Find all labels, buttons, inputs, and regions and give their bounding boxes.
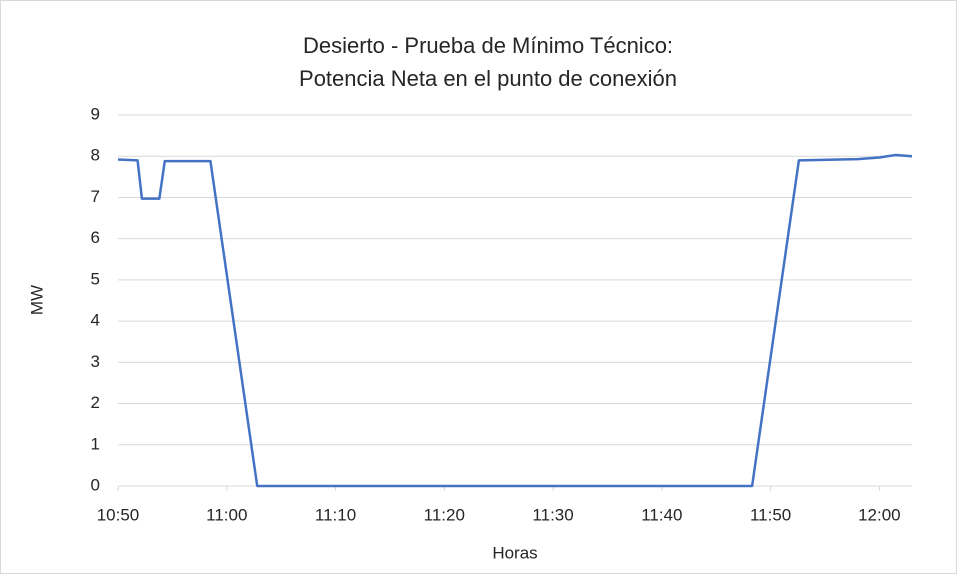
y-tick-label: 8 xyxy=(91,146,100,165)
x-tick-label: 11:50 xyxy=(750,505,791,524)
y-tick-label: 2 xyxy=(91,393,100,412)
x-tick-label: 11:30 xyxy=(532,505,573,524)
y-tick-label: 3 xyxy=(91,352,100,371)
chart-title: Potencia Neta en el punto de conexión xyxy=(299,66,677,91)
y-tick-label: 6 xyxy=(91,228,100,247)
x-tick-label: 11:00 xyxy=(206,505,247,524)
x-axis-label: Horas xyxy=(492,543,537,562)
y-tick-label: 1 xyxy=(91,434,100,453)
data-line xyxy=(117,153,913,488)
x-tick-label: 11:20 xyxy=(424,505,465,524)
y-tick-label: 0 xyxy=(91,475,100,494)
x-tick-label: 11:40 xyxy=(641,505,682,524)
y-tick-label: 9 xyxy=(91,104,100,123)
x-tick-label: 10:50 xyxy=(97,505,140,524)
y-tick-label: 5 xyxy=(91,269,100,288)
x-tick-label: 11:10 xyxy=(315,505,356,524)
y-tick-label: 7 xyxy=(91,187,100,206)
x-tick-label: 12:00 xyxy=(858,505,901,524)
y-tick-label: 4 xyxy=(91,311,100,330)
y-axis-label: MW xyxy=(27,285,46,315)
chart-title: Desierto - Prueba de Mínimo Técnico: xyxy=(303,33,673,58)
